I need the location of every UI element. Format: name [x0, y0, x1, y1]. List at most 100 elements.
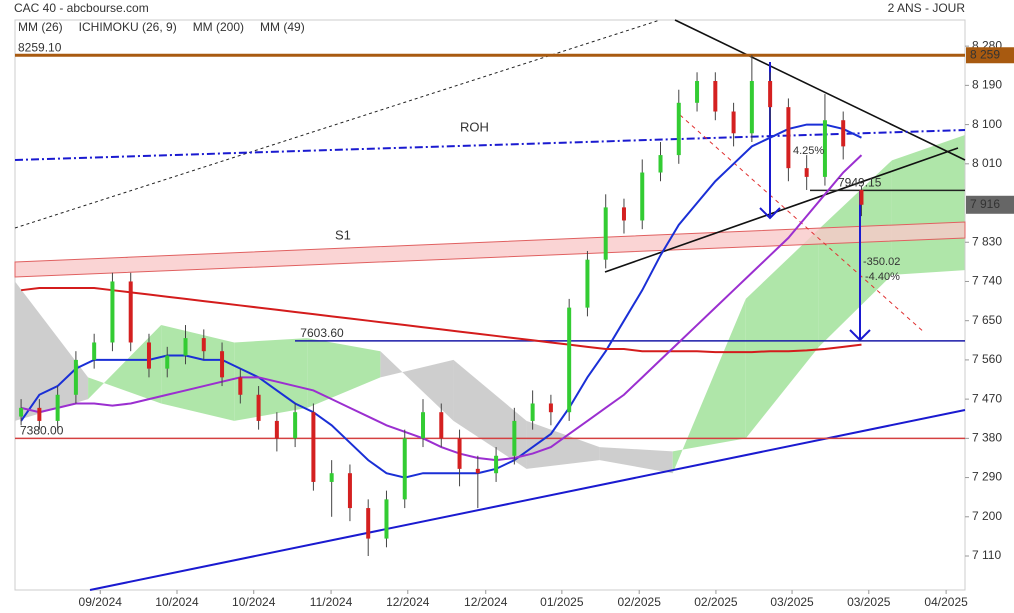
candle-body: [146, 342, 151, 369]
y-tick-label: 7 740: [972, 274, 1002, 288]
drawings-layer: [14, 19, 966, 591]
candle-body: [822, 120, 827, 177]
ichimoku-cloud: [526, 420, 600, 469]
candle-body: [731, 111, 736, 134]
candle-body: [92, 342, 97, 360]
x-tick-label: 02/2025: [694, 595, 738, 609]
price-tag: 7 916: [970, 197, 1000, 211]
level-label: 7949.15: [838, 175, 882, 189]
ichimoku-cloud: [88, 325, 162, 404]
candle-body: [676, 102, 681, 156]
x-tick-label: 02/2025: [618, 595, 662, 609]
candle-body: [713, 81, 718, 112]
y-tick-label: 8 100: [972, 117, 1002, 131]
candle-body: [19, 407, 24, 417]
y-tick-label: 7 380: [972, 431, 1002, 445]
legend-entry: MM (200): [193, 20, 244, 34]
projection-line: [679, 114, 926, 334]
x-tick-label: 12/2024: [386, 595, 430, 609]
candle-body: [421, 412, 426, 439]
candle-body: [548, 403, 553, 413]
candle-body: [293, 412, 298, 439]
candle-body: [859, 189, 864, 205]
y-tick-label: 7 200: [972, 509, 1002, 523]
candle-body: [238, 377, 243, 395]
chart-title: CAC 40 - abcbourse.com: [14, 1, 149, 15]
y-tick-label: 8 010: [972, 156, 1002, 170]
y-tick-label: 7 650: [972, 313, 1002, 327]
y-tick-label: 8 190: [972, 78, 1002, 92]
candle-body: [585, 259, 590, 308]
ichimoku-cloud: [818, 160, 892, 347]
candle-body: [55, 394, 60, 421]
price-tag-bg: [966, 195, 1014, 214]
candle-body: [73, 359, 78, 395]
x-tick-label: 10/2024: [232, 595, 276, 609]
candle-body: [786, 107, 791, 169]
candle-body: [183, 338, 188, 356]
candle-body: [475, 468, 480, 474]
candle-body: [530, 403, 535, 421]
candle-body: [658, 155, 663, 173]
candle-body: [201, 338, 206, 352]
candle-body: [695, 81, 700, 103]
plot-layers: 8259.10 7603.60 7380.00 7949.15 ROH S1 -350.02…: [14, 19, 969, 594]
roh-line: [14, 129, 966, 161]
arrow-1-head: [759, 207, 781, 220]
candle-body: [165, 355, 170, 369]
annotation: S1: [335, 227, 351, 242]
x-tick-label: 12/2024: [464, 595, 508, 609]
candle-body: [621, 207, 626, 221]
candles-layer: [19, 54, 864, 557]
x-tick-label: 11/2024: [310, 595, 353, 609]
arrow-2-head: [849, 329, 871, 342]
candle-body: [567, 307, 572, 413]
annotation: ROH: [460, 119, 489, 134]
labels-layer: 8259.10 7603.60 7380.00 7949.15 ROH S1 -350.02…: [18, 40, 900, 437]
y-tick-label: 7 470: [972, 391, 1002, 405]
level-tag-bg: [966, 47, 1014, 64]
chart-subtitle: 2 ANS - JOUR: [888, 1, 966, 15]
x-tick-label: 09/2024: [79, 595, 123, 609]
level-label: 8259.10: [18, 40, 62, 54]
candle-body: [512, 420, 517, 456]
candle-body: [640, 172, 645, 221]
candle-body: [110, 281, 115, 343]
candle-body: [256, 394, 261, 421]
candle-body: [768, 81, 773, 108]
x-tick-label: 01/2025: [540, 595, 584, 609]
ichimoku-cloud: [380, 351, 454, 421]
candle-body: [749, 81, 754, 134]
candle-body: [603, 207, 608, 260]
candle-body: [841, 120, 846, 147]
ichimoku-cloud: [745, 229, 819, 439]
moving-average: [20, 287, 862, 354]
grid-layer: [14, 19, 969, 594]
ichimoku-cloud: [599, 447, 673, 474]
legend-entry: ICHIMOKU (26, 9): [79, 20, 177, 34]
ichimoku-cloud: [161, 325, 235, 421]
y-tick-label: 7 290: [972, 470, 1002, 484]
s1-band: [14, 221, 966, 278]
candle-body: [804, 168, 809, 177]
candle-body: [274, 420, 279, 439]
candle-body: [311, 412, 316, 482]
annotation: 4.25%: [793, 145, 824, 157]
level-tag: 8 259: [970, 47, 1000, 61]
legend-entry: MM (26): [18, 20, 63, 34]
plot-frame: [14, 19, 966, 591]
candle-body: [220, 351, 225, 378]
candle-body: [384, 499, 389, 539]
level-label: 7603.60: [300, 326, 344, 340]
candle-body: [439, 412, 444, 439]
ichimoku-cloud: [307, 338, 381, 408]
ichimoku-cloud: [453, 359, 527, 469]
x-tick-label: 04/2025: [924, 595, 968, 609]
candle-body: [329, 473, 334, 482]
moving-average: [20, 123, 862, 479]
ichimoku-cloud: [672, 298, 746, 474]
candle-body: [37, 407, 42, 421]
trend-upper: [674, 19, 966, 161]
